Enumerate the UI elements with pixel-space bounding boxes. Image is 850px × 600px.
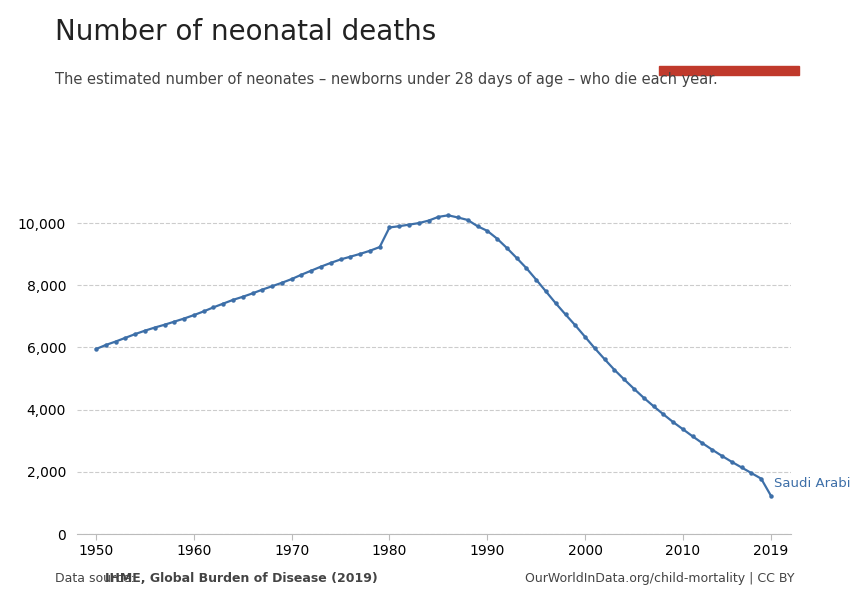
Text: The estimated number of neonates – newborns under 28 days of age – who die each : The estimated number of neonates – newbo… bbox=[55, 72, 718, 87]
Text: in Data: in Data bbox=[707, 46, 750, 56]
Bar bbox=[659, 66, 799, 75]
Text: Data source:: Data source: bbox=[55, 572, 139, 585]
Text: Number of neonatal deaths: Number of neonatal deaths bbox=[55, 18, 437, 46]
Text: Our World: Our World bbox=[699, 25, 758, 35]
Text: Saudi Arabia: Saudi Arabia bbox=[774, 477, 850, 490]
Text: OurWorldInData.org/child-mortality | CC BY: OurWorldInData.org/child-mortality | CC … bbox=[525, 572, 795, 585]
Text: IHME, Global Burden of Disease (2019): IHME, Global Burden of Disease (2019) bbox=[105, 572, 378, 585]
